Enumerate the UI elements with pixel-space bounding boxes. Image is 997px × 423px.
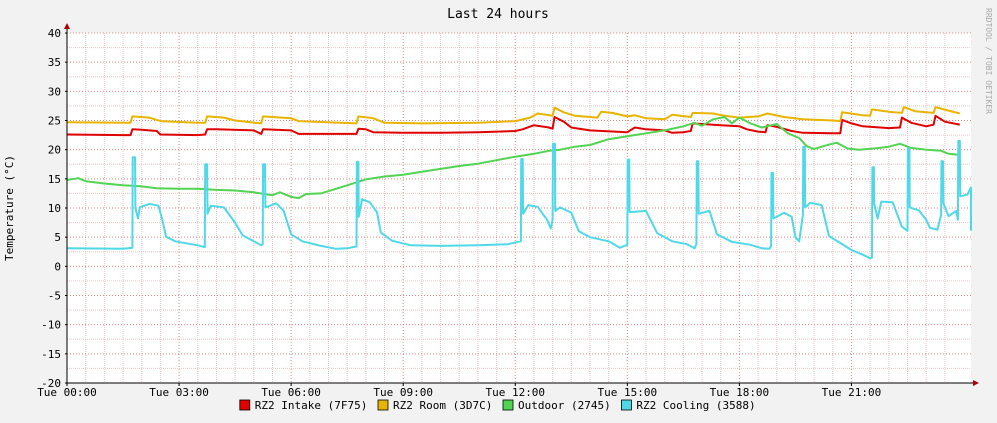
series-line-0 (66, 114, 960, 137)
x-tick-label: Tue 06:00 (261, 386, 321, 399)
y-tick-label: -10 (41, 319, 61, 332)
y-tick-label: 15 (48, 173, 61, 186)
y-tick-label: 25 (48, 115, 61, 128)
legend-item: Outdoor (2745) (502, 399, 611, 412)
legend-swatch (621, 399, 632, 411)
legend: RZ2 Intake (7F75) RZ2 Room (3D7C) Outdoor … (239, 399, 756, 412)
y-tick-label: 10 (48, 202, 61, 215)
y-tick-labels: 40 35 30 25 20 15 10 5 0 -5 -10 -15 -20 (41, 27, 67, 390)
x-tick-label: Tue 18:00 (710, 386, 770, 399)
y-axis-arrow (64, 23, 70, 29)
x-tick-label: Tue 21:00 (822, 386, 882, 399)
y-tick-label: -15 (41, 348, 61, 361)
y-tick-label: 30 (48, 85, 61, 98)
axes (64, 23, 979, 386)
legend-swatch (239, 399, 251, 411)
series-line-1 (66, 106, 961, 125)
major-grid (67, 32, 971, 384)
x-tick-label: Tue 09:00 (373, 386, 433, 399)
rrdtool-watermark: RRDTOOL / TOBI OETIKER (984, 8, 993, 114)
legend-label: RZ2 Room (3D7C) (393, 399, 492, 412)
x-tick-label: Tue 15:00 (598, 386, 658, 399)
y-tick-label: -20 (41, 377, 61, 390)
legend-item: RZ2 Intake (7F75) (239, 399, 368, 412)
y-tick-label: 40 (48, 27, 61, 40)
legend-swatch (502, 399, 514, 411)
y-tick-label: -5 (48, 290, 61, 303)
series-line-2 (66, 116, 960, 200)
legend-label: RZ2 Cooling (3588) (636, 399, 755, 412)
x-tick-labels: Tue 00:00 Tue 03:00 Tue 06:00 Tue 09:00 Tue … (37, 383, 881, 399)
legend-item: RZ2 Room (3D7C) (377, 399, 492, 412)
series-line-3 (66, 139, 972, 260)
x-tick-label: Tue 12:00 (485, 386, 545, 399)
series-layer (66, 106, 972, 260)
y-tick-label: 20 (48, 144, 61, 157)
x-tick-label: Tue 03:00 (149, 386, 209, 399)
y-tick-label: 5 (54, 231, 61, 244)
legend-label: Outdoor (2745) (518, 399, 611, 412)
y-tick-label: 0 (54, 260, 61, 273)
x-tick-label: Tue 00:00 (37, 386, 97, 399)
y-axis-label: Temperature (°C) (3, 155, 16, 261)
legend-label: RZ2 Intake (7F75) (255, 399, 368, 412)
legend-swatch (377, 399, 389, 411)
chart-title: Last 24 hours (447, 7, 549, 22)
x-axis-arrow (973, 380, 979, 386)
y-tick-label: 35 (48, 56, 61, 69)
legend-item: RZ2 Cooling (3588) (621, 399, 756, 412)
